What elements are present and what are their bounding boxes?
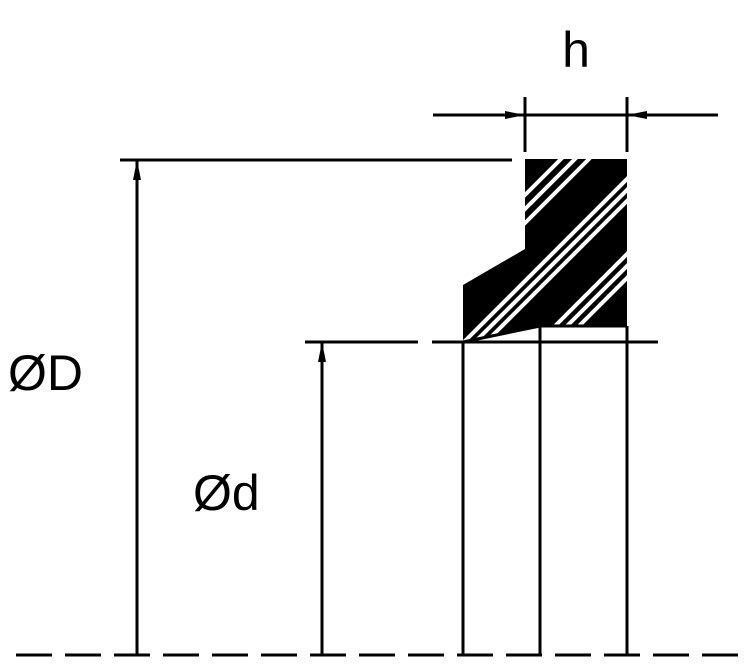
outer-diameter-label: ØD: [8, 345, 83, 401]
seal-profile: [462, 159, 627, 344]
hatching: [463, 159, 627, 342]
h-dimension: h: [433, 22, 718, 152]
inner-diameter-label: Ød: [193, 465, 260, 521]
projection-lines: [461, 326, 629, 655]
inner-diameter-dimension: Ød: [193, 340, 658, 655]
h-label: h: [562, 22, 590, 78]
outer-diameter-dimension: ØD: [8, 158, 512, 655]
